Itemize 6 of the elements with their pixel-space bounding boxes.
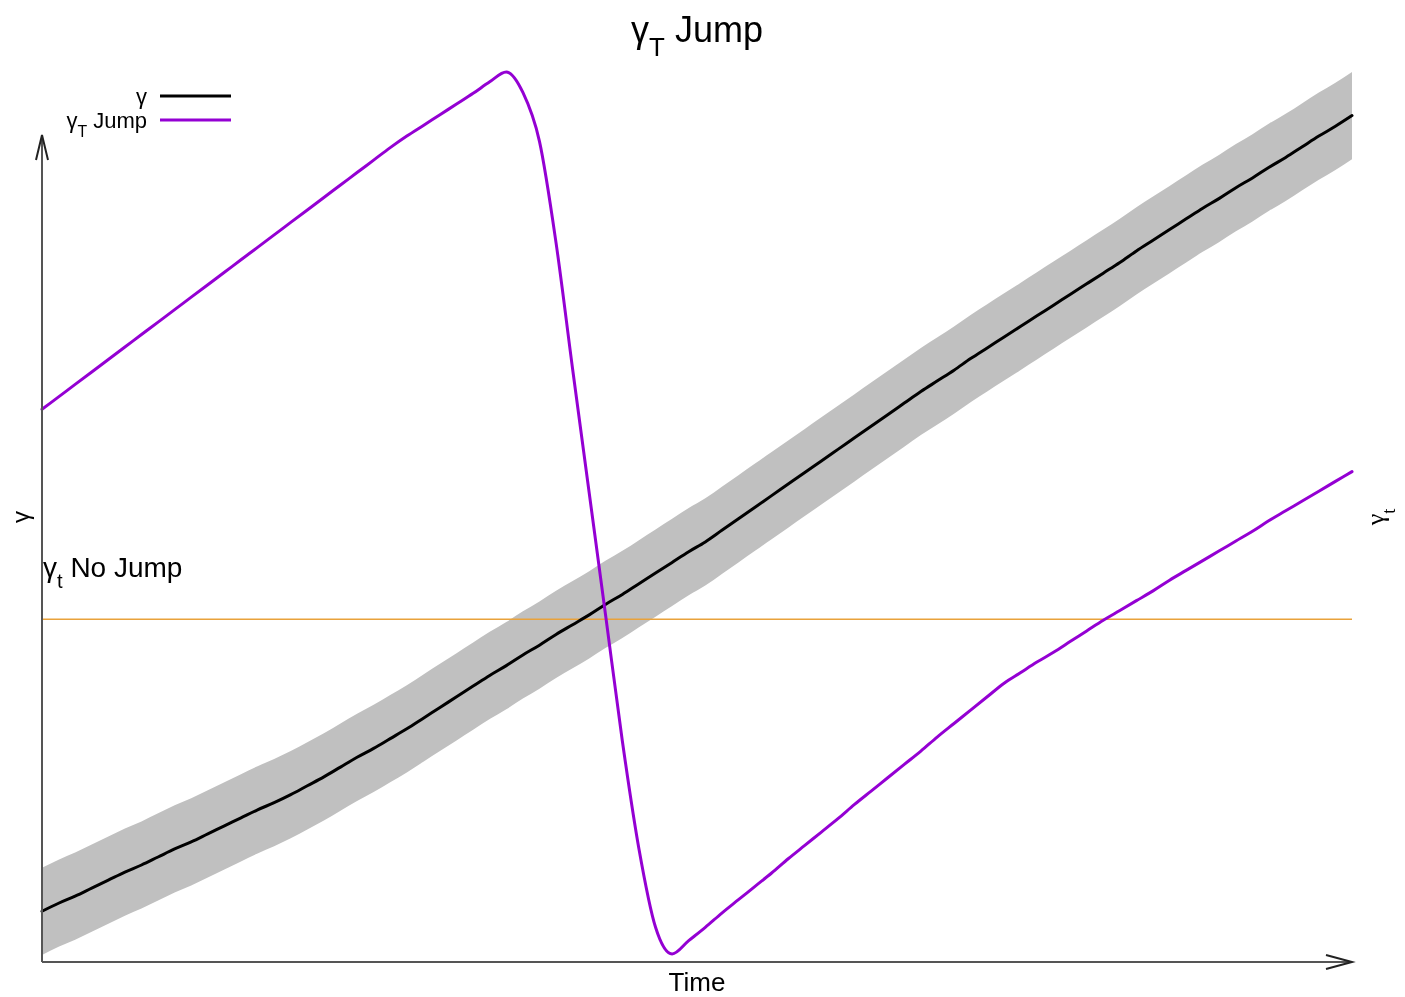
ref-line-label: γ$_{t}$ No Jump	[43, 552, 183, 593]
x-axis-title: Time	[668, 967, 726, 997]
legend-label: γ	[136, 84, 147, 109]
y-axis-title: γ	[7, 511, 34, 523]
legend-label: γ$_{T}$ Jump	[66, 108, 147, 140]
chart-title: γ$_{T}$ Jump	[631, 9, 763, 61]
